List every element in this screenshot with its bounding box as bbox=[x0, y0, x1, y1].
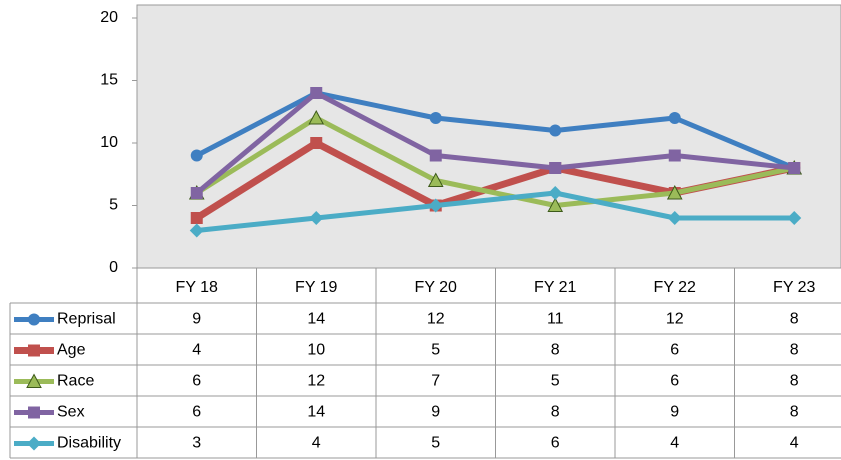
table-value: 8 bbox=[790, 373, 799, 390]
x-tick-label: FY 22 bbox=[654, 279, 697, 296]
marker bbox=[190, 187, 203, 199]
marker bbox=[668, 112, 681, 124]
x-tick-label: FY 18 bbox=[176, 279, 219, 296]
table-value: 12 bbox=[666, 311, 684, 328]
marker bbox=[190, 149, 203, 162]
table-value: 5 bbox=[431, 435, 440, 452]
marker bbox=[310, 137, 323, 149]
series-line bbox=[195, 90, 795, 195]
table-value: 14 bbox=[307, 404, 325, 421]
legend-label: Reprisal bbox=[57, 311, 116, 328]
y-tick-label: 0 bbox=[109, 259, 118, 276]
x-tick-label: FY 20 bbox=[415, 279, 458, 296]
table-value: 6 bbox=[192, 373, 201, 390]
table-value: 6 bbox=[192, 404, 201, 421]
x-tick-label: FY 21 bbox=[534, 279, 577, 296]
table-value: 8 bbox=[790, 342, 799, 359]
y-tick-label: 5 bbox=[109, 197, 118, 214]
marker bbox=[548, 186, 563, 200]
table-value: 8 bbox=[790, 404, 799, 421]
table-value: 9 bbox=[670, 404, 679, 421]
table-value: 4 bbox=[312, 435, 321, 452]
table-value: 11 bbox=[547, 311, 564, 328]
y-tick-label: 15 bbox=[100, 72, 118, 89]
marker bbox=[308, 109, 325, 125]
legend-marker bbox=[28, 313, 40, 326]
table-value: 4 bbox=[790, 435, 799, 452]
marker bbox=[668, 149, 681, 162]
marker bbox=[788, 162, 801, 174]
table-value: 12 bbox=[307, 373, 325, 390]
legend-marker bbox=[28, 344, 40, 357]
table-value: 14 bbox=[307, 311, 325, 328]
legend-label: Race bbox=[57, 373, 94, 390]
plot-area bbox=[136, 4, 841, 269]
marker bbox=[429, 112, 442, 124]
table-value: 10 bbox=[307, 342, 325, 359]
marker bbox=[549, 162, 562, 174]
marker bbox=[787, 211, 802, 225]
legend-label: Age bbox=[57, 342, 86, 359]
table-value: 4 bbox=[192, 342, 201, 359]
table-value: 7 bbox=[431, 373, 440, 390]
table-value: 3 bbox=[192, 435, 201, 452]
table-value: 9 bbox=[431, 404, 440, 421]
table-value: 4 bbox=[670, 435, 679, 452]
legend-marker bbox=[28, 406, 40, 419]
table-value: 6 bbox=[670, 342, 679, 359]
marker bbox=[667, 211, 682, 225]
legend-marker bbox=[26, 373, 42, 388]
series-line bbox=[195, 115, 795, 208]
table-value: 8 bbox=[551, 342, 560, 359]
legend-label: Disability bbox=[57, 435, 121, 452]
table-value: 12 bbox=[427, 311, 445, 328]
marker bbox=[429, 149, 442, 162]
series-line bbox=[195, 90, 796, 171]
y-tick-label: 20 bbox=[100, 9, 118, 26]
marker bbox=[310, 87, 323, 99]
marker bbox=[428, 198, 443, 213]
table-value: 8 bbox=[790, 311, 799, 328]
marker bbox=[190, 212, 203, 224]
marker bbox=[549, 124, 562, 137]
marker bbox=[547, 197, 564, 212]
marker bbox=[189, 223, 204, 238]
legend-label: Sex bbox=[57, 404, 85, 421]
marker bbox=[666, 184, 683, 200]
table-value: 9 bbox=[192, 311, 201, 328]
legend-marker bbox=[27, 436, 41, 451]
table-value: 5 bbox=[551, 373, 560, 390]
x-tick-label: FY 23 bbox=[773, 279, 816, 296]
table-value: 6 bbox=[670, 373, 679, 390]
x-tick-label: FY 19 bbox=[295, 279, 338, 296]
marker bbox=[427, 172, 444, 187]
table-value: 8 bbox=[551, 404, 560, 421]
y-tick-label: 10 bbox=[100, 134, 118, 151]
table-value: 6 bbox=[551, 435, 560, 452]
table-value: 5 bbox=[431, 342, 440, 359]
series-line bbox=[196, 190, 795, 233]
marker bbox=[309, 211, 324, 225]
